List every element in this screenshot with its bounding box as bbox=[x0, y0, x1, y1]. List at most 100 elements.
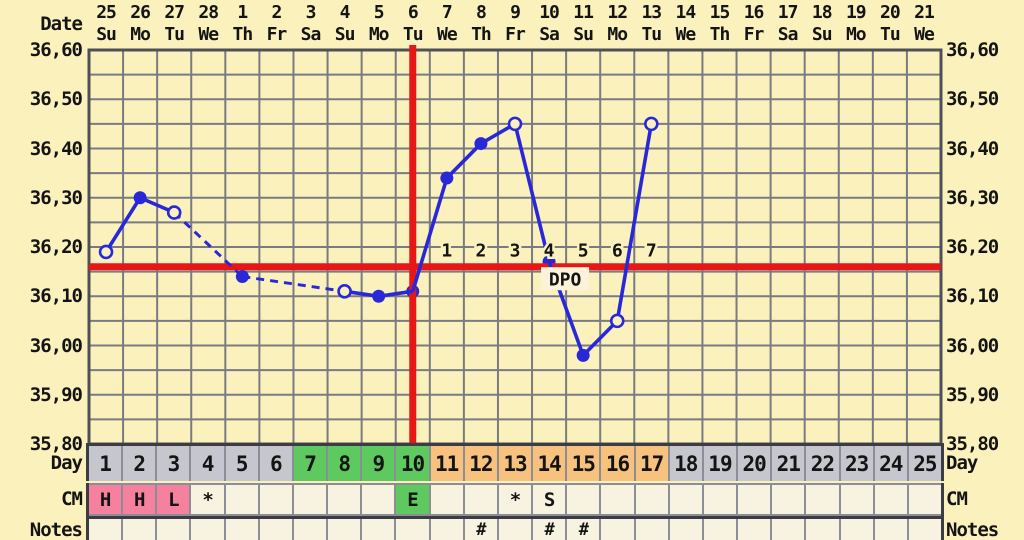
weekday-cell-9: Mo bbox=[368, 23, 390, 45]
day-cell-6: 6 bbox=[259, 446, 292, 481]
temp-tick-temp-left-36,10: 36,10 bbox=[29, 285, 83, 308]
day-cell-24: 24 bbox=[874, 446, 907, 481]
cm-cell-14: S bbox=[533, 485, 566, 514]
temp-point-open-day-3 bbox=[166, 205, 182, 220]
temp-point-day-11 bbox=[440, 171, 454, 185]
weekday-cell-1: Su bbox=[96, 23, 117, 45]
temp-tick-temp-left-36,60: 36,60 bbox=[29, 39, 83, 61]
day-cell-17: 17 bbox=[635, 446, 668, 481]
cm-cell-24 bbox=[874, 485, 907, 514]
temp-point-open-day-16 bbox=[609, 313, 625, 329]
dpo-label-box bbox=[541, 267, 590, 291]
dpo-number-7: 7 bbox=[646, 241, 657, 262]
date-cell-6: 2 bbox=[271, 2, 283, 23]
weekday-cell-18: We bbox=[675, 23, 697, 45]
weekday-cell-17: Tu bbox=[641, 23, 662, 45]
weekday-axis-values: Su Mo Tu We Th Fr Sa Su Mo Tu We Th Fr Sa Su Mo Tu We Th Fr… bbox=[89, 23, 941, 45]
dpo-text: DPO bbox=[549, 270, 582, 291]
temp-point-open-day-8 bbox=[337, 284, 352, 299]
notes-cell-19 bbox=[703, 519, 737, 540]
cervical-mucus-row: H H L * E * S bbox=[86, 483, 944, 516]
date-cell-15: 11 bbox=[573, 2, 594, 23]
day-cell-1: 1 bbox=[89, 446, 122, 481]
date-cell-14: 10 bbox=[539, 2, 560, 23]
day-cell-8: 8 bbox=[328, 446, 361, 481]
notes-cell-8 bbox=[328, 519, 361, 540]
date-cell-17: 13 bbox=[641, 2, 662, 23]
date-cell-23: 19 bbox=[845, 2, 867, 23]
date-cell-8: 4 bbox=[339, 2, 351, 23]
date-axis-label: Date bbox=[40, 13, 83, 35]
notes-cell-9 bbox=[362, 519, 395, 540]
weekday-cell-4: We bbox=[198, 23, 219, 45]
day-cell-14: 14 bbox=[533, 446, 566, 481]
weekday-cell-7: Sa bbox=[300, 23, 322, 45]
weekday-cell-11: We bbox=[436, 23, 458, 45]
weekday-cell-6: Fr bbox=[266, 23, 288, 45]
temp-tick-temp-left-36,40: 36,40 bbox=[29, 137, 83, 160]
temp-point-day-15 bbox=[576, 348, 590, 362]
temp-tick-temp-right-36,60: 36,60 bbox=[946, 39, 999, 61]
day-cell-11: 11 bbox=[430, 446, 463, 481]
date-cell-21: 17 bbox=[777, 2, 799, 23]
temp-tick-temp-right-36,00: 36,00 bbox=[946, 334, 999, 357]
temp-segment-day-1-2 bbox=[104, 196, 142, 253]
date-cell-19: 15 bbox=[709, 2, 731, 23]
notes-cell-3 bbox=[157, 519, 190, 540]
notes-cell-21 bbox=[772, 519, 805, 540]
weekday-cell-16: Mo bbox=[607, 23, 628, 45]
cm-cell-15 bbox=[567, 485, 600, 514]
cm-cell-9 bbox=[362, 485, 395, 514]
day-cell-19: 19 bbox=[703, 446, 737, 481]
weekday-cell-3: Tu bbox=[164, 23, 185, 45]
date-cell-20: 16 bbox=[743, 2, 765, 23]
cm-cell-17 bbox=[635, 485, 668, 514]
temp-segment-day-5-8 bbox=[242, 275, 345, 293]
temp-tick-temp-left-36,30: 36,30 bbox=[29, 186, 83, 209]
cm-cell-7 bbox=[293, 485, 327, 514]
temp-tick-temp-left-35,80: 35,80 bbox=[29, 433, 83, 455]
day-row-label-left: Day bbox=[50, 452, 83, 474]
cm-row-label-right: CM bbox=[946, 488, 968, 510]
day-cell-18: 18 bbox=[669, 446, 702, 481]
dpo-number-1: 1 bbox=[441, 241, 452, 262]
notes-cell-18 bbox=[669, 519, 702, 540]
temp-tick-temp-right-35,90: 35,90 bbox=[946, 383, 999, 406]
temp-tick-temp-right-36,10: 36,10 bbox=[946, 285, 999, 308]
weekday-cell-15: Su bbox=[573, 23, 594, 45]
notes-cell-13 bbox=[498, 519, 532, 540]
weekday-cell-14: Sa bbox=[539, 23, 560, 45]
cm-cell-2: H bbox=[123, 485, 156, 514]
notes-cell-23 bbox=[840, 519, 873, 540]
notes-cell-4 bbox=[191, 519, 224, 540]
notes-cell-22 bbox=[806, 519, 839, 540]
cm-cell-18 bbox=[669, 485, 702, 514]
cm-cell-12 bbox=[464, 485, 497, 514]
day-cell-23: 23 bbox=[840, 446, 873, 481]
dpo-number-6: 6 bbox=[612, 241, 623, 262]
notes-row: # # # bbox=[86, 516, 944, 540]
date-cell-16: 12 bbox=[607, 2, 628, 23]
day-cell-2: 2 bbox=[123, 446, 156, 481]
date-cell-25: 21 bbox=[914, 2, 935, 23]
cm-cell-16 bbox=[601, 485, 634, 514]
notes-cell-24 bbox=[874, 519, 907, 540]
temp-tick-temp-right-36,40: 36,40 bbox=[946, 137, 999, 160]
notes-cell-10 bbox=[396, 519, 429, 540]
date-cell-22: 18 bbox=[811, 2, 833, 23]
day-cell-9: 9 bbox=[362, 446, 395, 481]
temp-segment-day-3-5 bbox=[173, 211, 244, 278]
cm-cell-25 bbox=[908, 485, 941, 514]
temp-tick-temp-right-35,80: 35,80 bbox=[946, 433, 999, 455]
weekday-cell-13: Fr bbox=[505, 23, 526, 45]
temp-tick-temp-left-36,50: 36,50 bbox=[29, 88, 83, 111]
temp-tick-temp-left-36,00: 36,00 bbox=[29, 334, 83, 357]
day-cell-10: 10 bbox=[396, 446, 429, 481]
temp-point-day-9 bbox=[372, 289, 386, 303]
weekday-cell-25: We bbox=[914, 23, 935, 45]
temp-tick-temp-right-36,20: 36,20 bbox=[946, 236, 999, 258]
weekday-cell-8: Su bbox=[334, 23, 356, 45]
day-cell-13: 13 bbox=[498, 446, 532, 481]
weekday-cell-12: Th bbox=[471, 23, 492, 45]
